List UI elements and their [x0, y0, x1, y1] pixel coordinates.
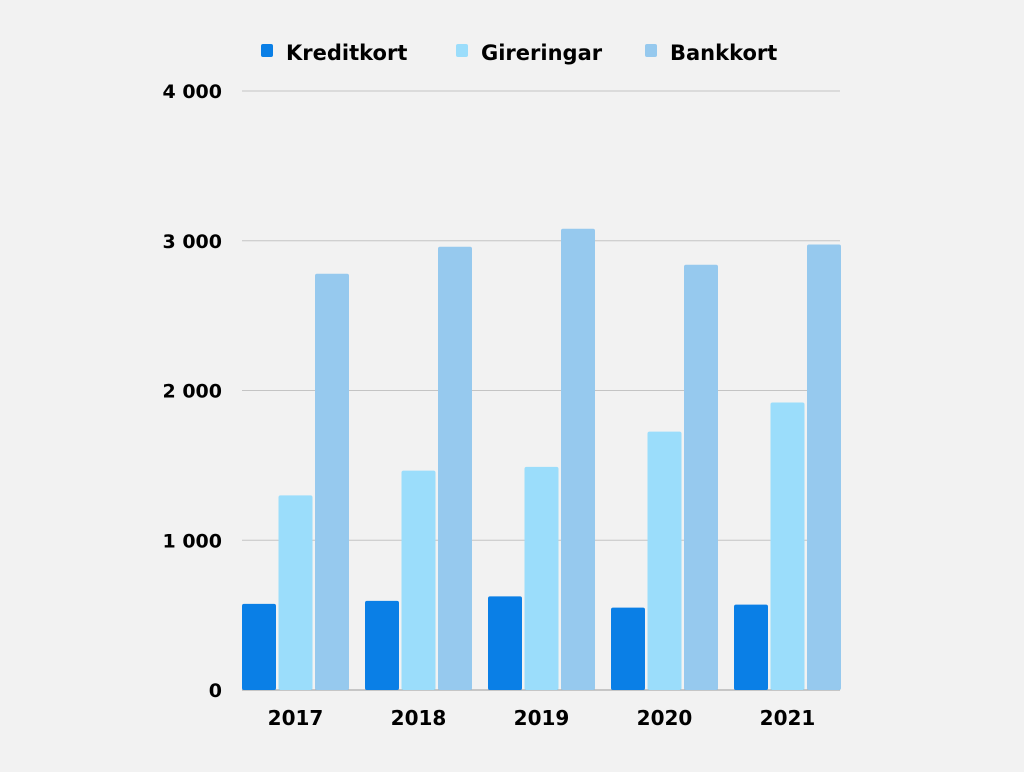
bar-kreditkort-2019	[488, 596, 522, 690]
bar-kreditkort-2020	[611, 607, 645, 690]
bar-kreditkort-2021	[734, 604, 768, 690]
x-tick-label: 2020	[637, 706, 693, 730]
bar-gireringar-2021	[770, 402, 805, 690]
y-tick-label: 4 000	[163, 81, 223, 103]
legend: Kreditkort Gireringar Bankkort	[261, 41, 777, 65]
y-axis-ticks: 0 1 000 2 000 3 000 4 000	[163, 81, 223, 702]
bar-bankkort-2018	[438, 246, 472, 691]
bar-gireringar-2017	[278, 495, 313, 690]
x-tick-label: 2017	[268, 706, 324, 730]
legend-label-kreditkort: Kreditkort	[286, 41, 407, 65]
bar-gireringar-2019	[524, 466, 559, 690]
x-tick-label: 2021	[760, 706, 816, 730]
y-tick-label: 3 000	[163, 231, 223, 253]
bar-kreditkort-2018	[365, 600, 399, 690]
x-axis-ticks: 2017 2018 2019 2020 2021	[268, 706, 816, 730]
bars	[242, 228, 841, 691]
legend-label-gireringar: Gireringar	[481, 41, 603, 65]
y-tick-label: 0	[209, 680, 222, 702]
y-tick-label: 2 000	[163, 381, 223, 403]
bar-bankkort-2021	[807, 244, 841, 690]
y-tick-label: 1 000	[163, 530, 223, 552]
bar-bankkort-2019	[561, 228, 595, 690]
legend-swatch-bankkort	[645, 44, 657, 57]
bar-gireringar-2018	[401, 470, 436, 690]
bar-kreditkort-2017	[242, 603, 276, 690]
x-tick-label: 2018	[391, 706, 447, 730]
x-tick-label: 2019	[514, 706, 570, 730]
legend-label-bankkort: Bankkort	[670, 41, 777, 65]
legend-swatch-gireringar	[456, 44, 468, 57]
bar-gireringar-2020	[647, 431, 682, 690]
bar-bankkort-2020	[684, 264, 718, 690]
bar-bankkort-2017	[315, 273, 349, 690]
legend-swatch-kreditkort	[261, 44, 273, 57]
